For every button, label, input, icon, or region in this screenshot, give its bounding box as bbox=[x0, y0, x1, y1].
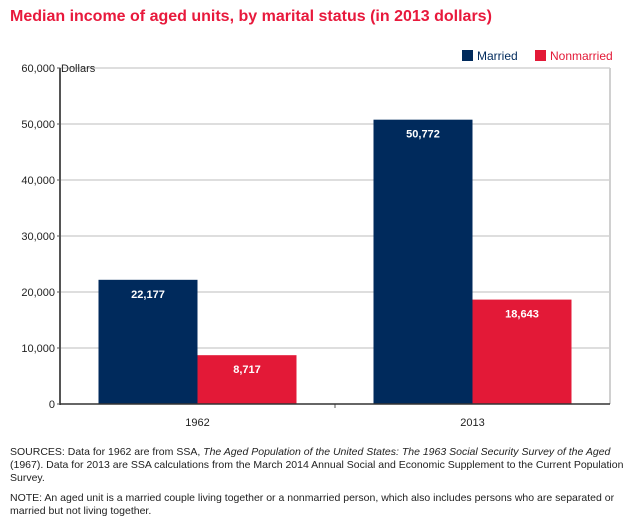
legend-label-nonmarried: Nonmarried bbox=[550, 49, 613, 63]
chart-title: Median income of aged units, by marital … bbox=[10, 8, 492, 25]
bar-married-2013 bbox=[373, 119, 473, 404]
y-tick-label: 20,000 bbox=[21, 287, 55, 299]
data-label: 50,772 bbox=[406, 129, 440, 141]
bars: 22,177 8,717 50,772 18,643 bbox=[98, 119, 572, 404]
data-label: 22,177 bbox=[131, 289, 165, 301]
bar-nonmarried-2013 bbox=[472, 299, 572, 404]
data-label: 8,717 bbox=[233, 364, 261, 376]
legend-label-married: Married bbox=[477, 49, 518, 63]
y-tick-label: 30,000 bbox=[21, 231, 55, 243]
y-tick-label: 0 bbox=[49, 399, 55, 411]
axes: 0 10,000 20,000 30,000 40,000 50,000 60,000 196… bbox=[21, 63, 610, 429]
x-tick-label: 2013 bbox=[460, 417, 484, 429]
x-tick-label: 1962 bbox=[185, 417, 209, 429]
y-tick-label: 60,000 bbox=[21, 63, 55, 75]
chart-notes: SOURCES: Data for 1962 are from SSA, The… bbox=[10, 446, 625, 525]
legend: Married Nonmarried bbox=[462, 49, 613, 63]
sources-note: SOURCES: Data for 1962 are from SSA, The… bbox=[10, 446, 624, 484]
y-tick-label: 40,000 bbox=[21, 175, 55, 187]
legend-swatch-nonmarried bbox=[535, 50, 546, 61]
y-tick-label: 50,000 bbox=[21, 119, 55, 131]
legend-swatch-married bbox=[462, 50, 473, 61]
bar-married-1962 bbox=[98, 279, 198, 404]
data-label: 18,643 bbox=[505, 309, 539, 321]
definition-note: NOTE: An aged unit is a married couple l… bbox=[10, 492, 615, 517]
bar-chart: 22,177 8,717 50,772 18,643 0 10,000 20,000 30,… bbox=[21, 49, 613, 429]
y-axis-label: Dollars bbox=[61, 63, 96, 75]
bar-nonmarried-1962 bbox=[197, 355, 297, 404]
y-tick-label: 10,000 bbox=[21, 343, 55, 355]
